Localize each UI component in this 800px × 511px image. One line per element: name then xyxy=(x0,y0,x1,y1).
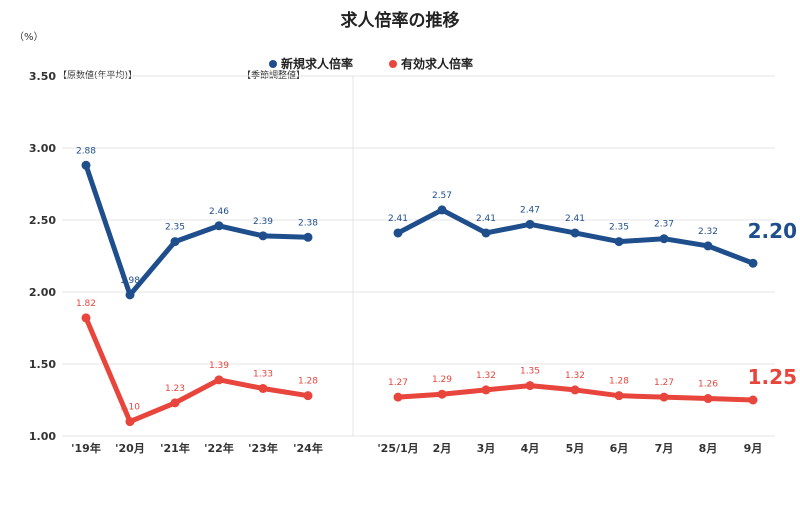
data-point xyxy=(170,398,180,408)
note-seasonally-adjusted: 【季節調整値】 xyxy=(242,69,305,81)
data-point xyxy=(703,394,713,404)
data-label: 2.35 xyxy=(609,223,629,233)
data-point xyxy=(125,417,135,427)
data-label: 1.39 xyxy=(209,361,229,371)
data-label: 1.29 xyxy=(432,375,452,385)
legend-label-active: 有効求人倍率 xyxy=(401,56,473,71)
data-label: 1.32 xyxy=(565,371,585,381)
data-point xyxy=(481,385,491,395)
data-label: 1.27 xyxy=(388,378,408,388)
x-axis: '19年 '20月 '21年 '22年 '23年 '24年 '25/1月 2月 3月 4月 5月 6月… xyxy=(71,441,762,455)
data-label: 2.38 xyxy=(298,218,318,228)
y-tick-label: 1.50 xyxy=(29,358,56,371)
data-label: 2.57 xyxy=(432,191,452,201)
latest-value-callout: 1.25 xyxy=(748,365,797,389)
data-point xyxy=(570,228,580,238)
data-label: 1.32 xyxy=(476,371,496,381)
data-label: 1.98 xyxy=(120,276,140,286)
x-tick-label: '22年 xyxy=(204,441,234,455)
data-label: 1.23 xyxy=(165,384,185,394)
data-point xyxy=(258,231,268,241)
y-axis: 1.00 1.50 2.00 2.50 3.00 3.50 xyxy=(29,70,56,443)
legend-marker-active xyxy=(389,60,397,68)
data-label: 2.46 xyxy=(209,207,229,217)
legend: 新規求人倍率 有効求人倍率 xyxy=(269,56,473,71)
x-tick-label: 4月 xyxy=(521,442,540,455)
data-label: 1.28 xyxy=(609,377,629,387)
latest-value-callout: 2.20 xyxy=(748,219,797,243)
data-point xyxy=(170,237,180,247)
x-tick-label: '20月 xyxy=(115,442,145,455)
note-annual-average: 【原数値(年平均)】 xyxy=(58,69,137,81)
data-label: 1.27 xyxy=(654,378,674,388)
data-label: 2.41 xyxy=(388,214,408,224)
data-point xyxy=(437,389,447,399)
data-point xyxy=(570,385,580,395)
x-tick-label: 9月 xyxy=(744,442,763,455)
data-label: 2.35 xyxy=(165,223,185,233)
x-tick-label: '21年 xyxy=(160,441,190,455)
data-point xyxy=(437,205,447,215)
data-label: 1.33 xyxy=(253,369,273,379)
data-point xyxy=(525,219,535,229)
legend-marker-new xyxy=(269,60,277,68)
data-label: 2.47 xyxy=(520,205,540,215)
data-point xyxy=(258,383,268,393)
data-label: 2.37 xyxy=(654,220,674,230)
data-label: 1.82 xyxy=(76,299,96,309)
data-labels: 2.88 1.98 2.35 2.46 2.39 2.38 2.41 2.57 2.41 2.47… xyxy=(76,146,797,412)
y-tick-label: 2.00 xyxy=(29,286,56,299)
x-tick-label: 8月 xyxy=(699,442,718,455)
gridlines xyxy=(62,75,775,437)
data-point xyxy=(481,228,491,238)
x-tick-label: 2月 xyxy=(433,442,452,455)
data-point xyxy=(748,395,758,405)
x-tick-label: 5月 xyxy=(566,442,585,455)
series-layer xyxy=(81,160,758,427)
x-tick-label: 6月 xyxy=(610,442,629,455)
data-label: 2.39 xyxy=(253,217,273,227)
y-tick-label: 3.00 xyxy=(29,142,56,155)
data-point xyxy=(303,232,313,242)
data-point xyxy=(81,313,91,323)
legend-label-new: 新規求人倍率 xyxy=(281,56,353,71)
x-tick-label: 7月 xyxy=(655,442,674,455)
data-point xyxy=(303,391,313,401)
data-label: 1.26 xyxy=(698,380,718,390)
y-tick-label: 2.50 xyxy=(29,214,56,227)
data-point xyxy=(614,391,624,401)
data-point xyxy=(703,241,713,251)
data-point xyxy=(125,290,135,300)
y-tick-label: 1.00 xyxy=(29,430,56,443)
data-label: 2.88 xyxy=(76,146,96,156)
chart-title: 求人倍率の推移 xyxy=(341,10,460,31)
data-label: 1.10 xyxy=(120,403,140,413)
series-line xyxy=(83,162,311,298)
x-tick-label: '23年 xyxy=(248,441,278,455)
data-point xyxy=(214,221,224,231)
data-label: 2.41 xyxy=(476,214,496,224)
x-tick-label: 3月 xyxy=(477,442,496,455)
y-tick-label: 3.50 xyxy=(29,70,56,83)
data-point xyxy=(393,228,403,238)
data-point xyxy=(525,381,535,391)
data-point xyxy=(659,234,669,244)
data-label: 2.41 xyxy=(565,214,585,224)
x-tick-label: '19年 xyxy=(71,441,101,455)
data-label: 2.32 xyxy=(698,227,718,237)
data-point xyxy=(81,160,91,170)
data-label: 1.35 xyxy=(520,367,540,377)
y-unit-label: （%） xyxy=(14,31,44,43)
data-point xyxy=(393,392,403,402)
series-line xyxy=(83,315,311,425)
data-label: 1.28 xyxy=(298,377,318,387)
x-tick-label: '25/1月 xyxy=(377,442,418,455)
x-tick-label: '24年 xyxy=(293,441,323,455)
data-point xyxy=(214,375,224,385)
data-point xyxy=(659,392,669,402)
data-point xyxy=(748,258,758,268)
data-point xyxy=(614,237,624,247)
